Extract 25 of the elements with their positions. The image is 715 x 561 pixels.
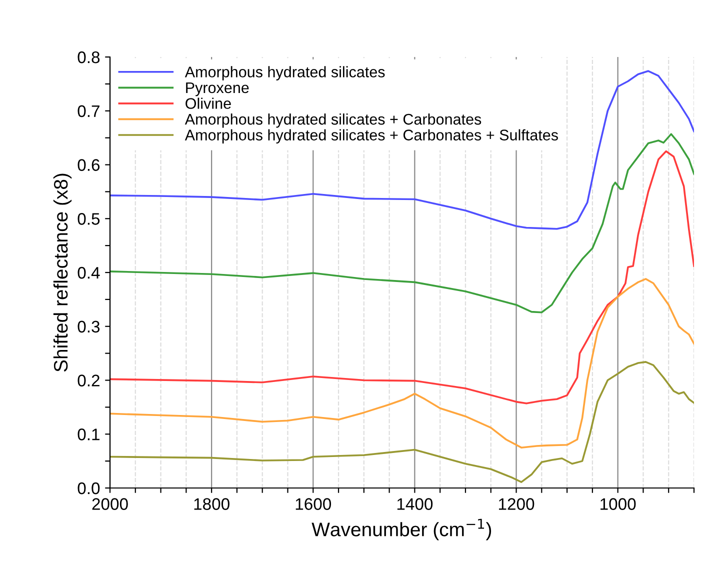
line-series bbox=[110, 278, 694, 448]
x-tick-label: 1000 bbox=[600, 498, 636, 510]
x-tick-label: 2000 bbox=[92, 498, 128, 510]
x-tick-label: 1400 bbox=[397, 498, 433, 510]
line-series bbox=[110, 150, 694, 404]
x-tick-label: 1800 bbox=[194, 498, 230, 510]
x-tick-label: 1200 bbox=[498, 498, 534, 510]
y-tick-label: 0.8 bbox=[78, 51, 100, 64]
y-tick-label: 0.6 bbox=[78, 159, 100, 171]
y-tick-label: 0.4 bbox=[78, 266, 100, 279]
y-tick-label: 0.5 bbox=[78, 213, 100, 225]
x-axis-title: Wavenumber (cm$^{−1}$) bbox=[312, 518, 492, 540]
legend-label: Pyroxene bbox=[186, 82, 249, 96]
legend-label: Amorphous hydrated silicates + Carbonates bbox=[184, 113, 482, 128]
legend-label: Amorphous hydrated silicates bbox=[184, 66, 385, 80]
line-series bbox=[110, 361, 694, 483]
y-tick-label: 0.3 bbox=[78, 320, 100, 333]
y-tick-label: 0.0 bbox=[78, 482, 100, 494]
legend-label: Olivine bbox=[186, 98, 231, 109]
y-axis-title: Shifted reflectance (x8) bbox=[53, 174, 72, 372]
x-tick-label: 1600 bbox=[296, 498, 332, 510]
y-tick-label: 0.7 bbox=[78, 105, 100, 118]
y-tick-label: 0.1 bbox=[78, 428, 100, 440]
legend-label: Amorphous hydrated silicates + Carbonates + Sulftates bbox=[184, 129, 558, 144]
y-tick-label: 0.2 bbox=[78, 374, 100, 386]
